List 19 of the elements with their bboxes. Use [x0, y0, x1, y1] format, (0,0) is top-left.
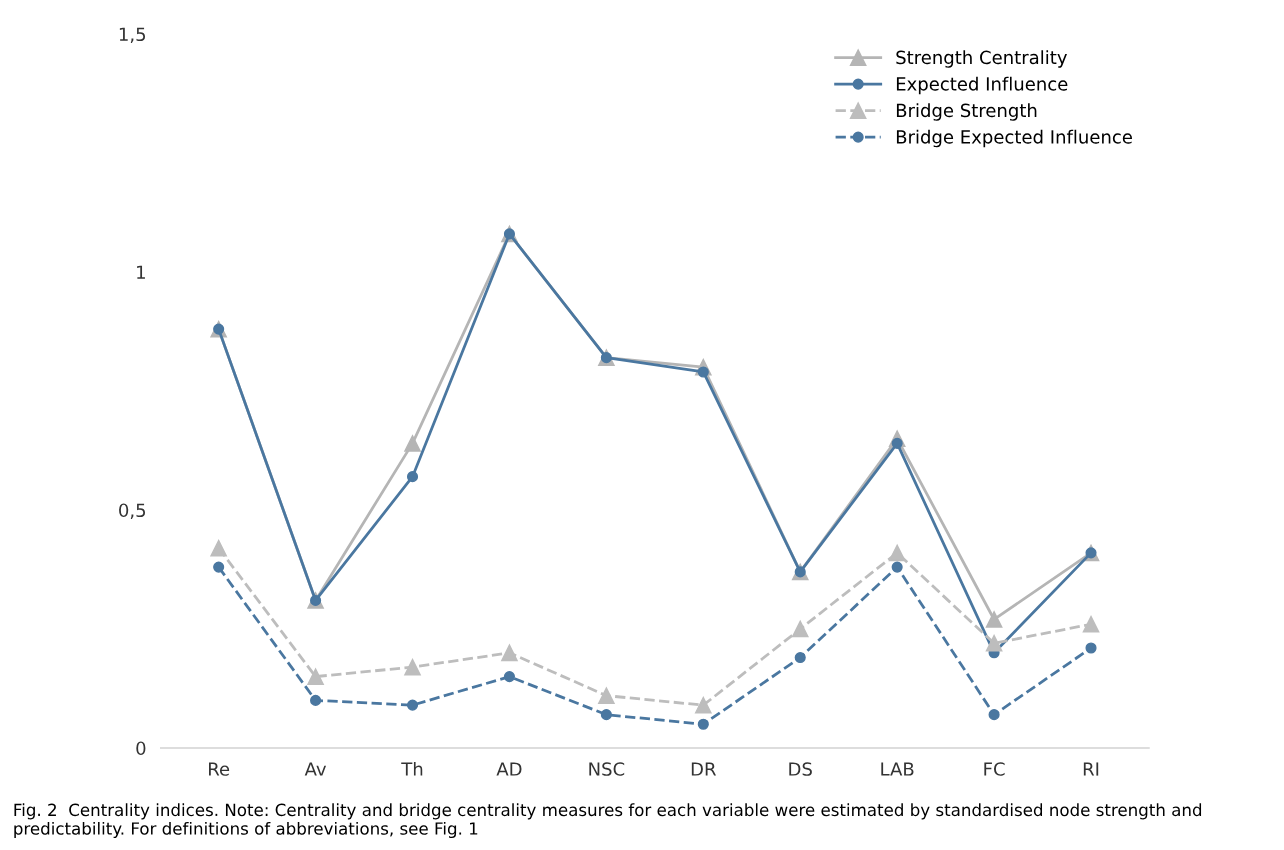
x-tick-label: FC	[984, 762, 1005, 776]
x-tick-label: LAB	[881, 762, 914, 776]
x-tick-label: AD	[496, 762, 522, 776]
caption: Fig. 2 Centrality indices. Note: Centrality and bridge centrality measures for each variable were estimated by standardised node strength and predictability. For definitions of abbreviations, see Fig. 1	[14, 803, 1202, 839]
x-tick-label: Th	[401, 761, 423, 776]
x-tick-label: Av	[304, 762, 327, 776]
x-tick-label: DR	[691, 762, 717, 776]
y-tick-label: 0	[136, 741, 146, 756]
x-tick-label: NSC	[589, 762, 625, 776]
y-tick-label: 1	[137, 265, 145, 279]
legend-label: Bridge Strength	[896, 103, 1037, 121]
y-tick-label: 1,5	[119, 27, 146, 43]
x-tick-label: RI	[1083, 762, 1099, 776]
y-tick-label: 0,5	[119, 503, 146, 519]
x-tick-label: DS	[789, 762, 812, 776]
x-tick-label: Re	[209, 762, 230, 776]
legend-label: Strength Centrality	[896, 50, 1067, 68]
legend-label: Expected Influence	[896, 76, 1068, 95]
legend-label: Bridge Expected Influence	[896, 129, 1132, 148]
